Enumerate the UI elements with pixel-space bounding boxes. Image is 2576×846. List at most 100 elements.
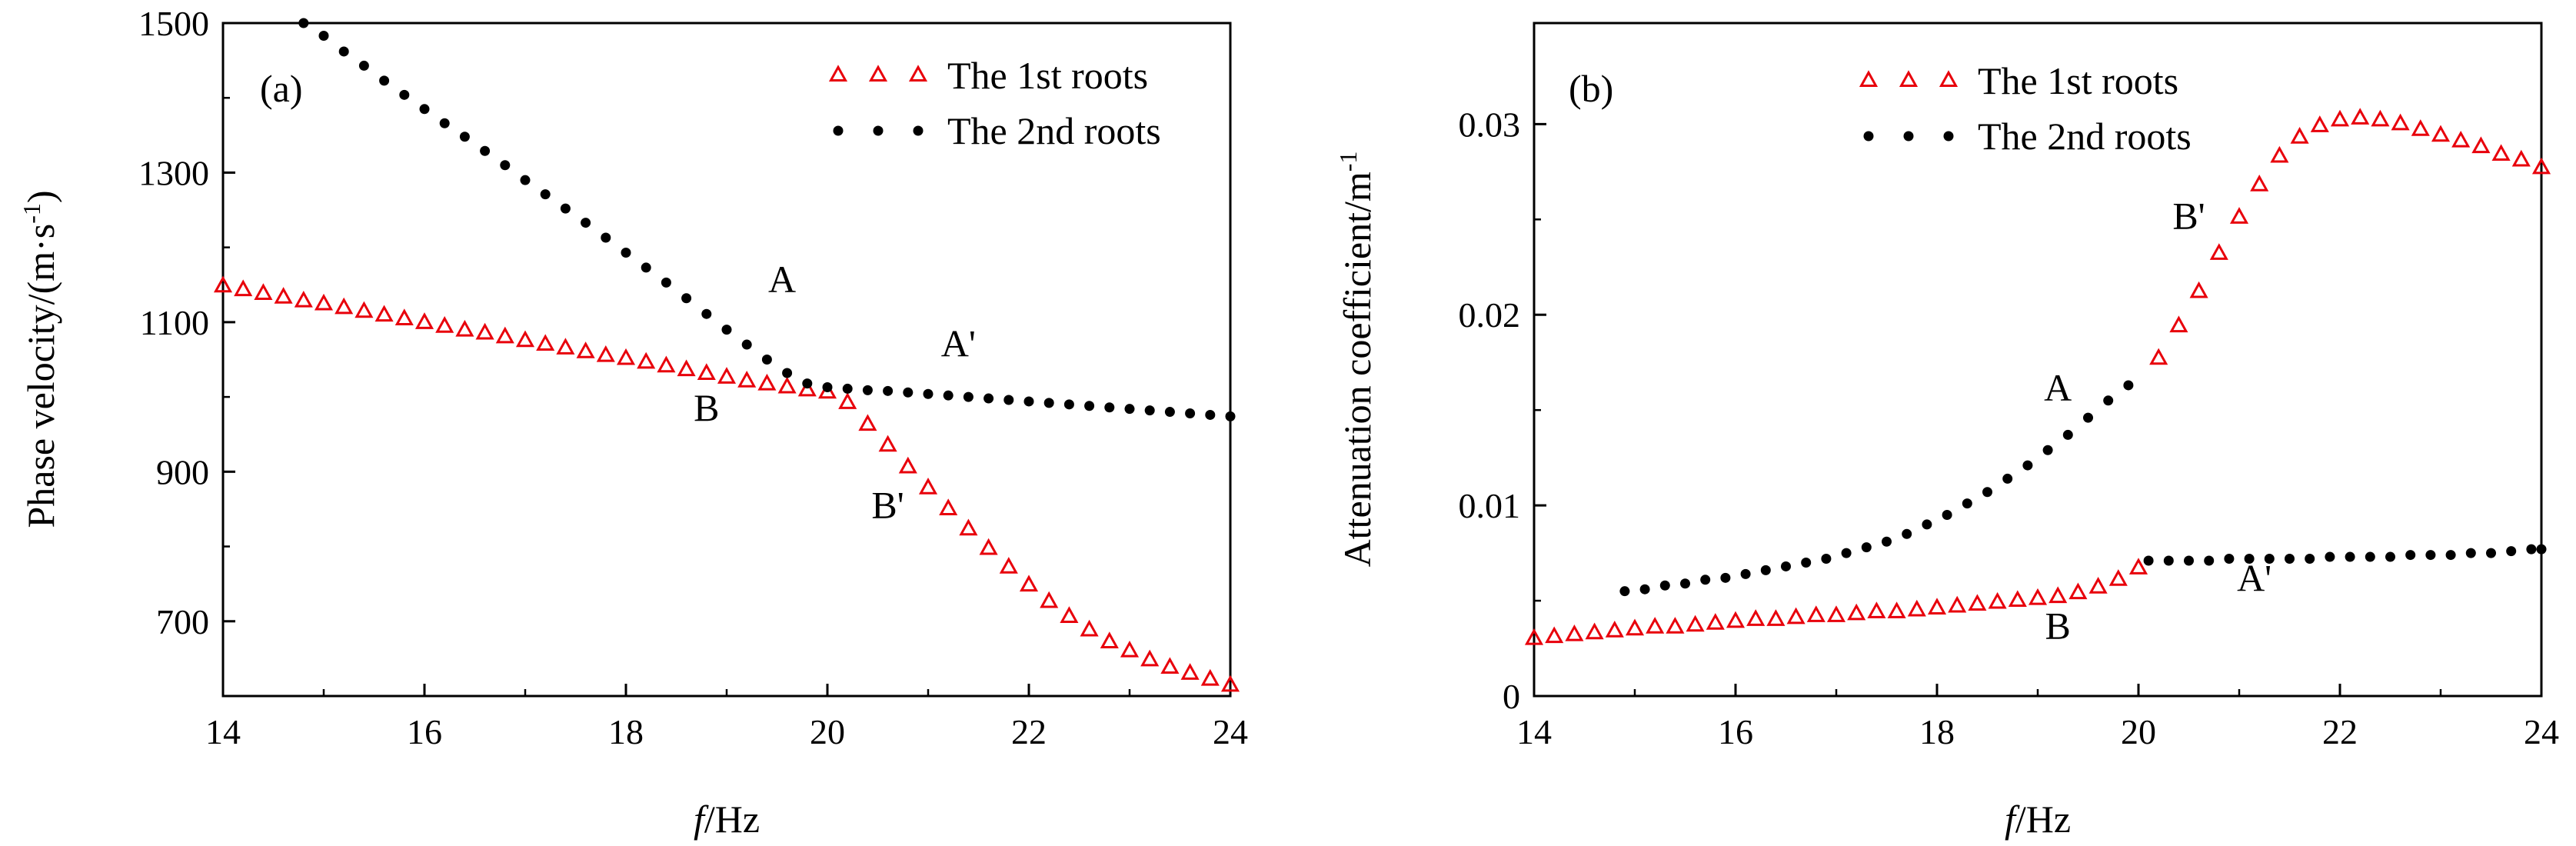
data-point-1st-root — [838, 392, 857, 409]
data-point-1st-root — [2250, 175, 2269, 192]
data-point-1st-root — [2511, 149, 2531, 167]
x-tick-label-14: 14 — [1516, 712, 1552, 751]
data-point-1st-root — [515, 330, 535, 348]
data-point-2nd-root — [2425, 550, 2436, 561]
data-point-1st-root — [677, 359, 696, 377]
data-point-1st-root — [1806, 605, 1825, 622]
data-point-1st-root — [2411, 119, 2430, 136]
data-point-1st-root — [1948, 595, 1967, 613]
panel-a: 14 16 18 20 22 24 700 900 1100 1300 1500 A A' B B' (a… — [18, 4, 1248, 841]
data-point-1st-root — [334, 297, 354, 315]
data-point-2nd-root — [581, 218, 591, 228]
data-point-1st-root — [1100, 631, 1119, 648]
data-point-1st-root — [1907, 599, 1926, 617]
data-point-1st-root — [2008, 590, 2027, 608]
x-axis-label-b: f/Hz — [2005, 798, 2071, 841]
data-point-2nd-root — [2123, 380, 2134, 391]
data-point-2nd-root — [2022, 460, 2033, 471]
data-point-2nd-root — [2143, 555, 2154, 566]
data-point-2nd-root — [1841, 548, 1852, 558]
data-point-2nd-root — [480, 145, 491, 156]
data-point-1st-root — [1605, 621, 1624, 638]
data-point-1st-root — [314, 293, 334, 311]
data-point-1st-root — [1120, 640, 1140, 658]
data-point-1st-root — [939, 498, 958, 515]
data-point-2nd-root — [1659, 580, 1670, 591]
data-point-2nd-root — [2486, 548, 2496, 558]
data-point-2nd-root — [1801, 557, 1812, 568]
annotation-label: A — [2044, 366, 2072, 409]
annotation-label: A' — [2237, 557, 2271, 600]
annotation-label: B — [694, 386, 719, 429]
data-point-1st-root — [2088, 577, 2108, 594]
legend-dot-marker — [913, 125, 924, 136]
data-point-1st-root — [657, 355, 676, 373]
data-point-2nd-root — [2224, 554, 2235, 565]
data-point-1st-root — [354, 301, 374, 318]
data-point-1st-root — [2270, 145, 2289, 163]
annotation-label: A' — [941, 322, 976, 365]
legend-triangle-marker — [908, 65, 928, 82]
data-point-1st-root — [737, 371, 757, 388]
data-point-2nd-root — [520, 175, 531, 185]
data-point-2nd-root — [661, 277, 671, 288]
data-point-1st-root — [1040, 591, 1059, 608]
data-point-1st-root — [2108, 569, 2128, 586]
annotation-label: B' — [2172, 195, 2205, 238]
data-point-2nd-root — [318, 31, 329, 42]
data-point-1st-root — [1706, 613, 1725, 630]
data-point-1st-root — [1988, 591, 2007, 609]
data-point-2nd-root — [1225, 411, 1236, 421]
y-tick-label-4: 1500 — [138, 4, 209, 43]
x-tick-label-20: 20 — [2121, 712, 2156, 751]
annotation-label: A — [768, 258, 796, 301]
data-point-1st-root — [1585, 622, 1604, 640]
data-point-1st-root — [495, 326, 514, 344]
data-point-2nd-root — [1760, 565, 1771, 575]
data-point-1st-root — [2351, 108, 2370, 125]
data-point-2nd-root — [1144, 405, 1155, 416]
legend-triangle-marker — [1859, 70, 1879, 87]
data-point-2nd-root — [1124, 404, 1135, 415]
data-point-1st-root — [1545, 626, 1564, 644]
data-point-2nd-root — [2244, 554, 2255, 565]
data-point-2nd-root — [983, 393, 994, 404]
data-point-1st-root — [414, 312, 434, 329]
x-tick-label-18: 18 — [1919, 712, 1955, 751]
data-point-1st-root — [536, 334, 555, 351]
annotation-label: B — [2045, 605, 2071, 648]
data-point-2nd-root — [761, 355, 772, 365]
data-point-2nd-root — [1922, 519, 1932, 530]
data-point-2nd-root — [2204, 555, 2215, 566]
y-axis-label-a: Phase velocity/(m·s-1) — [18, 190, 62, 528]
data-point-2nd-root — [721, 325, 732, 335]
x-tick-label-24: 24 — [2524, 712, 2559, 751]
data-point-1st-root — [1080, 619, 1099, 637]
data-point-2nd-root — [2285, 554, 2295, 565]
legend-entry-1st-roots-b: The 1st roots — [1859, 59, 2178, 102]
data-point-2nd-root — [2405, 550, 2416, 561]
data-point-1st-root — [2310, 115, 2329, 132]
data-point-2nd-root — [1084, 401, 1095, 411]
data-point-2nd-root — [2305, 554, 2315, 565]
data-point-1st-root — [254, 283, 273, 300]
series-2 — [298, 18, 1236, 421]
y-tick-label-0: 700 — [156, 602, 209, 641]
data-point-1st-root — [234, 279, 253, 297]
data-point-2nd-root — [1639, 584, 1650, 595]
data-point-1st-root — [1686, 615, 1705, 632]
data-point-1st-root — [1019, 575, 1039, 592]
legend-dot-marker — [833, 125, 844, 136]
data-point-2nd-root — [1680, 578, 1690, 589]
x-tick-label-22: 22 — [2322, 712, 2358, 751]
y-tick-label-3: 0.03 — [1459, 105, 1521, 144]
data-point-1st-root — [1565, 624, 1584, 641]
data-point-2nd-root — [943, 390, 954, 401]
legend-triangle-marker — [868, 65, 888, 82]
data-point-1st-root — [637, 351, 656, 369]
data-point-1st-root — [2229, 207, 2249, 224]
annotation-label: B' — [871, 484, 904, 527]
data-point-2nd-root — [2325, 551, 2335, 562]
series-1 — [1524, 108, 2551, 645]
y-tick-label-1: 900 — [156, 452, 209, 491]
